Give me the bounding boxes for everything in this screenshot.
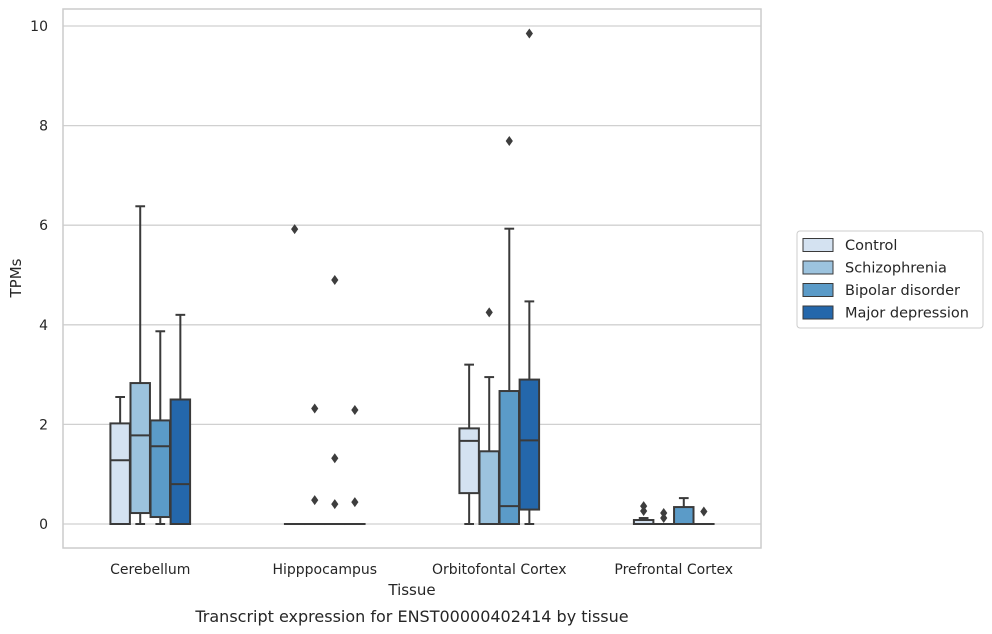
box-body	[149, 419, 172, 519]
legend-label: Bipolar disorder	[845, 283, 960, 299]
box-major-depression	[693, 506, 715, 526]
outlier-point	[485, 307, 493, 318]
y-tick-label: 2	[39, 417, 48, 433]
x-tick-label: Cerebellum	[110, 562, 190, 578]
y-axis-label: TPMs	[7, 258, 25, 298]
y-tick-label: 10	[30, 19, 48, 35]
box-body	[129, 382, 151, 515]
box-control	[109, 396, 131, 525]
legend-label: Control	[845, 238, 897, 254]
box-series	[109, 28, 715, 526]
box-body	[673, 506, 695, 525]
legend-swatch	[802, 283, 834, 297]
box-major-depression	[518, 28, 541, 525]
outlier-point	[331, 274, 339, 285]
legend-frame	[796, 230, 984, 329]
x-tick-label: Hipppocampus	[272, 562, 377, 578]
outlier-point	[700, 506, 708, 517]
outlier-point	[660, 508, 668, 519]
legend-swatch	[802, 260, 834, 275]
outlier-point	[331, 499, 339, 510]
box-schizophrenia	[652, 508, 675, 526]
box-major-depression	[169, 313, 192, 525]
outlier-point	[351, 497, 359, 508]
legend-swatch	[802, 238, 834, 252]
box-schizophrenia	[129, 205, 151, 525]
legend-label: Major depression	[845, 306, 969, 322]
box-bipolar-disorder	[673, 497, 695, 525]
x-tick-label: Prefrontal Cortex	[614, 562, 733, 578]
outlier-point	[640, 501, 648, 512]
box-control	[632, 501, 655, 525]
outlier-point	[291, 224, 299, 235]
legend: Control Schizophrenia Bipolar disorder Majo…	[796, 230, 984, 329]
y-tick-labels: 0 2 4 6 8 10	[30, 19, 48, 533]
x-axis-label: Tissue	[387, 581, 435, 599]
box-body	[458, 427, 480, 495]
box-major-depression	[344, 404, 366, 526]
y-tick-label: 4	[39, 318, 48, 334]
box-body	[498, 390, 521, 525]
legend-swatch	[802, 305, 834, 320]
box-body	[169, 398, 192, 525]
box-schizophrenia	[478, 307, 500, 525]
y-tick-label: 8	[39, 119, 48, 135]
box-schizophrenia	[303, 403, 326, 526]
outlier-point	[311, 495, 319, 506]
outlier-point	[505, 136, 513, 147]
legend-items: Control Schizophrenia Bipolar disorder Majo…	[802, 238, 969, 322]
plot-frame	[62, 8, 762, 549]
outlier-point	[351, 404, 359, 415]
box-bipolar-disorder	[324, 274, 346, 526]
box-body	[109, 422, 131, 525]
box-body	[518, 378, 541, 511]
chart-caption: Transcript expression for ENST0000040241…	[194, 607, 628, 626]
x-tick-label: Orbitofontal Cortex	[432, 562, 567, 578]
box-body	[478, 450, 500, 525]
y-tick-label: 6	[39, 218, 48, 234]
outlier-point	[311, 403, 319, 414]
outlier-point	[331, 453, 339, 464]
y-tick-label: 0	[39, 517, 48, 533]
x-tick-labels: Cerebellum Hipppocampus Orbitofontal Corte…	[110, 562, 733, 578]
legend-label: Schizophrenia	[845, 261, 947, 277]
outlier-point	[525, 28, 533, 39]
